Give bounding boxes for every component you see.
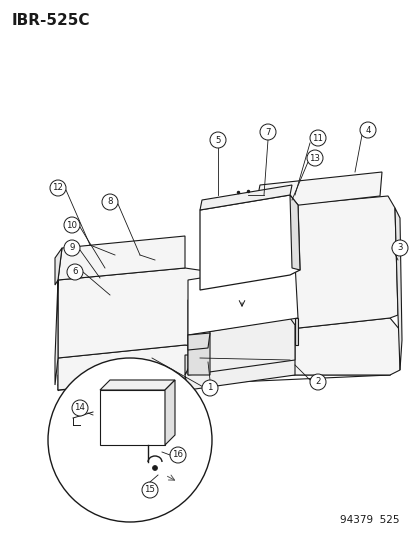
Polygon shape	[199, 195, 299, 290]
Text: 9: 9	[69, 244, 74, 253]
Polygon shape	[294, 318, 297, 345]
Polygon shape	[254, 172, 381, 210]
Circle shape	[309, 130, 325, 146]
Polygon shape	[188, 263, 297, 335]
Circle shape	[142, 482, 158, 498]
Text: 11: 11	[312, 133, 323, 142]
Text: 10: 10	[66, 221, 77, 230]
Text: 16: 16	[172, 450, 183, 459]
Polygon shape	[188, 318, 294, 375]
Polygon shape	[185, 355, 195, 375]
Circle shape	[306, 150, 322, 166]
Circle shape	[67, 264, 83, 280]
Polygon shape	[165, 380, 175, 445]
Polygon shape	[394, 208, 401, 370]
Circle shape	[152, 465, 157, 471]
Circle shape	[102, 194, 118, 210]
Circle shape	[170, 447, 185, 463]
Circle shape	[309, 374, 325, 390]
Text: 8: 8	[107, 198, 112, 206]
Polygon shape	[185, 338, 294, 390]
Text: 14: 14	[74, 403, 85, 413]
Text: 13: 13	[309, 154, 320, 163]
Circle shape	[259, 124, 275, 140]
Text: 1: 1	[207, 384, 212, 392]
Text: 7: 7	[265, 127, 270, 136]
Circle shape	[64, 240, 80, 256]
Circle shape	[202, 380, 218, 396]
Circle shape	[391, 240, 407, 256]
Circle shape	[64, 217, 80, 233]
Polygon shape	[55, 248, 62, 385]
Text: 2: 2	[314, 377, 320, 386]
Text: 6: 6	[72, 268, 78, 277]
Text: IBR-525C: IBR-525C	[12, 12, 90, 28]
Polygon shape	[235, 196, 397, 335]
Text: 12: 12	[52, 183, 63, 192]
Text: 3: 3	[396, 244, 402, 253]
Polygon shape	[188, 333, 209, 350]
Text: 94379  525: 94379 525	[339, 515, 399, 525]
Polygon shape	[235, 318, 399, 375]
Text: 4: 4	[364, 125, 370, 134]
Text: 5: 5	[215, 135, 220, 144]
Circle shape	[48, 358, 211, 522]
Polygon shape	[289, 195, 299, 270]
Polygon shape	[100, 390, 165, 445]
Polygon shape	[188, 295, 209, 375]
Circle shape	[50, 180, 66, 196]
Text: 15: 15	[144, 486, 155, 495]
Polygon shape	[58, 345, 209, 390]
Circle shape	[209, 132, 225, 148]
Polygon shape	[58, 236, 185, 280]
Circle shape	[359, 122, 375, 138]
Circle shape	[72, 400, 88, 416]
Polygon shape	[100, 380, 175, 390]
Polygon shape	[199, 185, 291, 210]
Polygon shape	[58, 268, 211, 358]
